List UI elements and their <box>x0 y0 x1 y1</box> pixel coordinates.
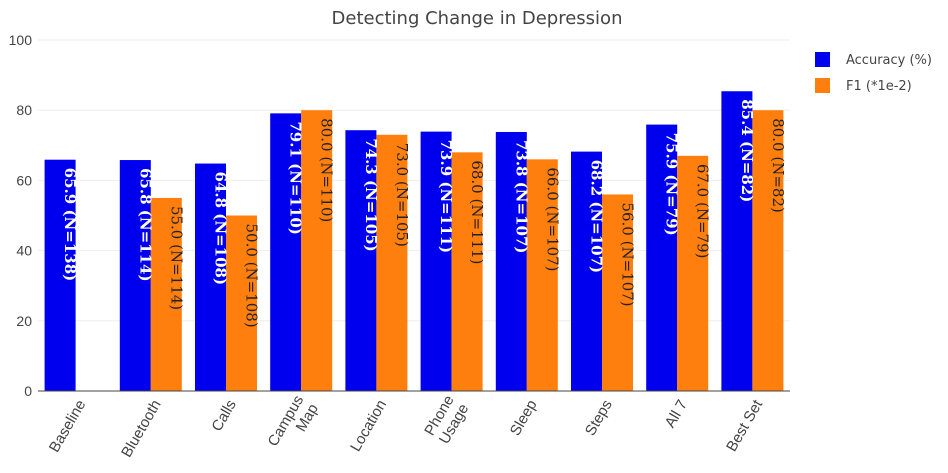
f1-data-label: 50.0 (N=108) <box>243 224 261 328</box>
x-tick-label-line: Steps <box>582 397 616 439</box>
accuracy-data-label: 68.2 (N=107) <box>588 160 606 274</box>
chart-title: Detecting Change in Depression <box>332 8 623 29</box>
bar-labels: 65.9 (N=138) 65.8 (N=114) 64.8 (N=108) 79.1… <box>61 99 787 327</box>
x-tick-label-line: Baseline <box>46 397 89 455</box>
f1-bar[interactable] <box>752 110 784 391</box>
accuracy-bar[interactable] <box>270 113 302 391</box>
legend-label-f1[interactable]: F1 (*1e-2) <box>846 79 912 94</box>
f1-data-label: 66.0 (N=107) <box>543 167 561 271</box>
f1-bar[interactable] <box>526 159 558 391</box>
x-tick-label: Best Set <box>723 396 766 454</box>
accuracy-bar[interactable] <box>195 163 226 391</box>
accuracy-data-label: 79.1 (N=110) <box>287 121 305 235</box>
accuracy-bar[interactable] <box>646 124 678 391</box>
f1-bar[interactable] <box>451 152 483 391</box>
x-tick-label-line: All 7 <box>662 397 691 431</box>
x-tick-label-line: Sleep <box>507 397 541 439</box>
bars <box>44 91 784 392</box>
y-tick-label: 40 <box>16 243 32 259</box>
y-tick-label: 20 <box>16 313 32 329</box>
x-tick-label-line: Bluetooth <box>118 397 164 460</box>
y-tick-label: 80 <box>16 102 32 118</box>
accuracy-data-label: 73.9 (N=111) <box>437 140 455 254</box>
x-tick-label: Sleep <box>507 397 541 439</box>
y-tick-label: 0 <box>24 383 32 399</box>
x-tick-label-line: Best Set <box>723 396 766 454</box>
f1-bar[interactable] <box>376 134 408 391</box>
accuracy-data-label: 73.8 (N=107) <box>512 140 530 254</box>
accuracy-bar[interactable] <box>721 91 753 391</box>
f1-bar[interactable] <box>150 197 182 391</box>
y-tick-label: 100 <box>9 32 33 48</box>
f1-bar[interactable] <box>602 194 633 391</box>
legend[interactable]: Accuracy (%) F1 (*1e-2) <box>815 52 932 94</box>
f1-data-label: 73.0 (N=105) <box>393 143 411 247</box>
f1-data-label: 80.0 (N=110) <box>318 118 336 222</box>
f1-data-label: 68.0 (N=111) <box>468 160 486 264</box>
x-tick-label-line: Location <box>347 397 390 455</box>
y-tick-label: 60 <box>16 172 32 188</box>
x-tick-label: Location <box>347 397 390 455</box>
x-tick-label: Steps <box>582 397 616 439</box>
accuracy-bar[interactable] <box>44 159 76 391</box>
accuracy-data-label: 64.8 (N=108) <box>212 172 230 286</box>
accuracy-bar[interactable] <box>345 130 377 391</box>
f1-bar[interactable] <box>301 110 333 391</box>
accuracy-bar[interactable] <box>119 160 151 391</box>
x-tick-label: Calls <box>208 397 239 434</box>
f1-bar[interactable] <box>226 215 257 392</box>
f1-data-label: 80.0 (N=82) <box>769 118 787 213</box>
accuracy-data-label: 85.4 (N=82) <box>738 99 756 202</box>
legend-swatch-accuracy[interactable] <box>815 52 830 67</box>
legend-label-accuracy[interactable]: Accuracy (%) <box>846 53 932 68</box>
x-tick-label: Baseline <box>46 397 89 455</box>
x-tick-label: All 7 <box>662 397 691 431</box>
accuracy-bar[interactable] <box>495 131 527 391</box>
x-tick-label-line: Calls <box>208 397 239 434</box>
accuracy-data-label: 75.9 (N=79) <box>663 133 681 236</box>
y-axis-ticks: 0 20 40 60 80 100 <box>9 32 33 399</box>
x-tick-label: Bluetooth <box>118 397 164 460</box>
accuracy-bar[interactable] <box>420 131 452 391</box>
f1-bar[interactable] <box>677 155 709 391</box>
accuracy-data-label: 65.8 (N=114) <box>136 168 154 282</box>
f1-data-label: 67.0 (N=79) <box>694 164 712 259</box>
f1-data-label: 55.0 (N=114) <box>167 206 185 310</box>
legend-swatch-f1[interactable] <box>815 78 830 93</box>
f1-data-label: 56.0 (N=107) <box>619 202 637 306</box>
accuracy-data-label: 65.9 (N=138) <box>61 168 79 282</box>
accuracy-bar[interactable] <box>571 151 602 391</box>
accuracy-data-label: 74.3 (N=105) <box>362 138 380 252</box>
